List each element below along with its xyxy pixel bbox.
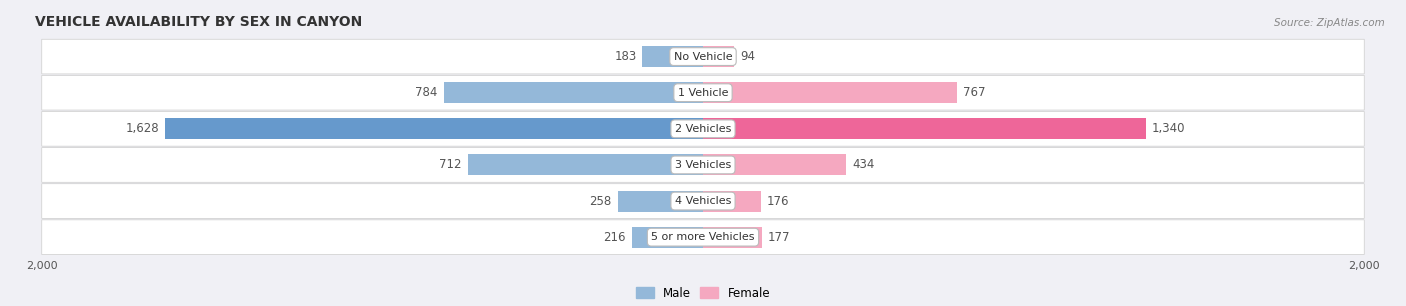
Text: 216: 216 [603,231,626,244]
FancyBboxPatch shape [42,111,1364,146]
Text: 4 Vehicles: 4 Vehicles [675,196,731,206]
FancyBboxPatch shape [42,184,1364,218]
Bar [703,46,734,67]
Bar [631,227,703,248]
Bar [703,155,846,175]
Text: 767: 767 [963,86,986,99]
Text: 258: 258 [589,195,612,207]
FancyBboxPatch shape [42,75,1364,110]
Text: No Vehicle: No Vehicle [673,52,733,62]
Text: 712: 712 [439,159,461,171]
Text: 183: 183 [614,50,637,63]
FancyBboxPatch shape [42,147,1364,182]
Text: 1,340: 1,340 [1152,122,1185,135]
Text: 1 Vehicle: 1 Vehicle [678,88,728,98]
Text: 177: 177 [768,231,790,244]
Text: 94: 94 [740,50,755,63]
FancyBboxPatch shape [42,39,1364,74]
Bar [617,191,703,211]
Text: 2 Vehicles: 2 Vehicles [675,124,731,134]
Text: 434: 434 [852,159,875,171]
FancyBboxPatch shape [42,220,1364,255]
Text: 3 Vehicles: 3 Vehicles [675,160,731,170]
Bar [703,227,762,248]
Text: 176: 176 [768,195,790,207]
Bar [703,191,761,211]
Bar [165,118,703,139]
Bar [703,82,956,103]
Text: 1,628: 1,628 [125,122,159,135]
Bar [643,46,703,67]
Legend: Male, Female: Male, Female [636,287,770,300]
Text: Source: ZipAtlas.com: Source: ZipAtlas.com [1274,18,1385,28]
Text: VEHICLE AVAILABILITY BY SEX IN CANYON: VEHICLE AVAILABILITY BY SEX IN CANYON [35,15,363,28]
Bar [703,118,1146,139]
Text: 5 or more Vehicles: 5 or more Vehicles [651,232,755,242]
Bar [468,155,703,175]
Bar [444,82,703,103]
Text: 784: 784 [415,86,437,99]
